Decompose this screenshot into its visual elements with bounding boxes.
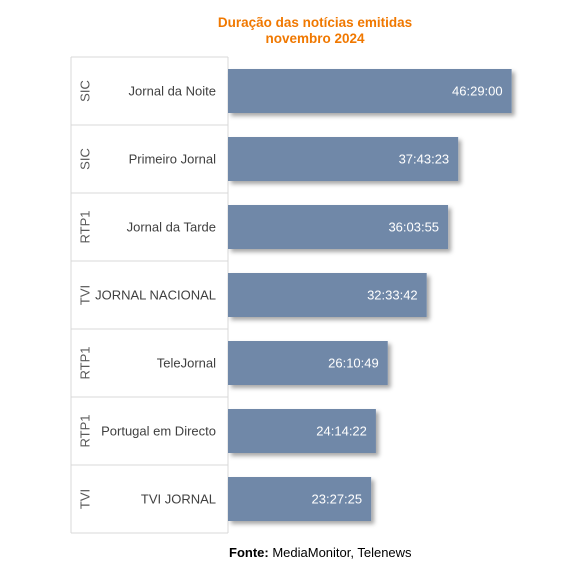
group-label: RTP1 (78, 347, 93, 380)
data-label: 37:43:23 (399, 152, 450, 167)
source-label: Fonte: (229, 545, 269, 560)
group-label: TVI (78, 489, 93, 509)
data-label: 36:03:55 (388, 220, 439, 235)
group-label: RTP1 (78, 211, 93, 244)
bar (228, 341, 388, 385)
bar (228, 477, 372, 521)
category-label: Primeiro Jornal (129, 152, 217, 167)
data-label: 23:27:25 (312, 492, 363, 507)
bar (228, 409, 376, 453)
category-label: Jornal da Noite (129, 84, 216, 99)
group-label: TVI (78, 285, 93, 305)
group-label: RTP1 (78, 415, 93, 448)
bar (228, 273, 427, 317)
bar (228, 137, 459, 181)
category-label: Jornal da Tarde (127, 220, 216, 235)
category-label: TeleJornal (157, 356, 216, 371)
bar (228, 69, 512, 113)
data-label: 24:14:22 (316, 424, 367, 439)
category-label: JORNAL NACIONAL (95, 288, 216, 303)
category-label: Portugal em Directo (101, 424, 216, 439)
bar (228, 205, 449, 249)
data-label: 32:33:42 (367, 288, 418, 303)
group-label: SIC (78, 148, 93, 170)
category-label: TVI JORNAL (141, 492, 216, 507)
chart-title: Duração das notícias emitidas (217, 15, 413, 30)
source-note: Fonte: MediaMonitor, Telenews (229, 545, 412, 560)
data-label: 26:10:49 (328, 356, 379, 371)
source-text: MediaMonitor, Telenews (268, 545, 412, 560)
data-label: 46:29:00 (452, 84, 503, 99)
chart-subtitle: novembro 2024 (265, 31, 365, 46)
group-label: SIC (78, 80, 93, 102)
